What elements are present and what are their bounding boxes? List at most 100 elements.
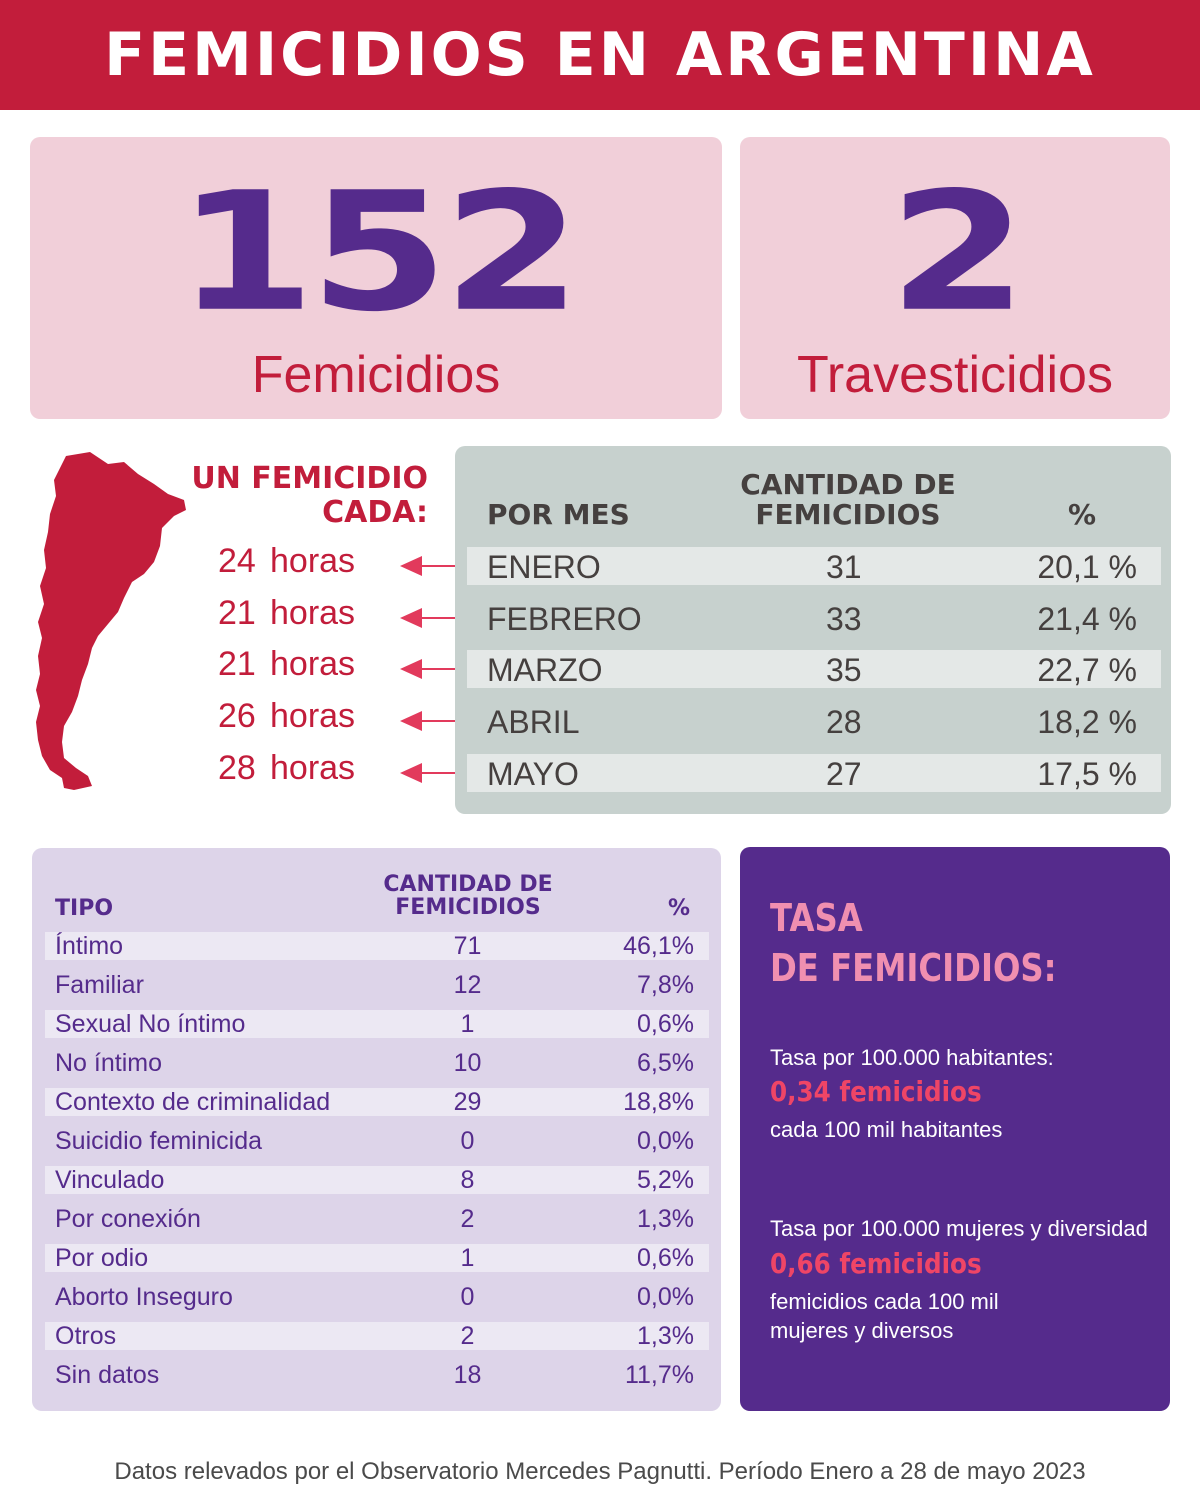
type-count: 1 <box>460 1010 475 1038</box>
type-count: 1 <box>460 1244 475 1272</box>
hours-unit: horas <box>270 749 356 787</box>
month-count: 28 <box>826 704 862 740</box>
type-row: No íntimo 10 6,5% <box>45 1049 709 1077</box>
month-name: MAYO <box>487 756 579 792</box>
type-pct: 0,0% <box>637 1283 694 1311</box>
hours-value: 24 <box>218 542 256 580</box>
type-name: Por conexión <box>55 1205 201 1233</box>
type-count: 2 <box>460 1205 475 1233</box>
type-name: Contexto de criminalidad <box>55 1088 331 1116</box>
page-title: FEMICIDIOS EN ARGENTINA <box>104 20 1096 90</box>
month-row: MARZO 35 22,7 % <box>467 650 1161 688</box>
month-column-header: POR MES <box>487 498 630 531</box>
type-count-column-header: CANTIDAD DE FEMICIDIOS <box>372 873 564 919</box>
frequency-item: 28 horas <box>218 749 378 788</box>
rate-desc-mujeres-line2: mujeres y diversos <box>770 1318 954 1343</box>
frequency-item: 24 horas <box>218 542 378 581</box>
type-name: Vinculado <box>55 1166 165 1194</box>
type-pct: 6,5% <box>637 1049 694 1077</box>
travesticidios-total-card: 2 Travesticidios <box>740 137 1170 419</box>
arrow-left-icon <box>400 608 476 628</box>
type-row: Sin datos 18 11,7% <box>45 1361 709 1389</box>
type-pct: 0,0% <box>637 1127 694 1155</box>
month-count: 31 <box>826 549 862 585</box>
arrow-left-icon <box>400 659 476 679</box>
type-row: Familiar 12 7,8% <box>45 971 709 999</box>
month-pct: 22,7 % <box>1037 652 1137 688</box>
rate-value-habitantes: 0,34 femicidios <box>770 1075 982 1108</box>
type-count: 2 <box>460 1322 475 1350</box>
count-header-line1: CANTIDAD DE <box>740 468 956 501</box>
source-footnote: Datos relevados por el Observatorio Merc… <box>114 1458 1086 1485</box>
rate-desc-mujeres-line1: femicidios cada 100 mil <box>770 1289 999 1314</box>
rate-value-mujeres: 0,66 femicidios <box>770 1247 982 1280</box>
type-row: Otros 2 1,3% <box>45 1322 709 1350</box>
type-name: Sexual No íntimo <box>55 1010 246 1038</box>
type-row: Íntimo 71 46,1% <box>45 932 709 960</box>
frequency-title-line2: CADA: <box>322 495 428 530</box>
type-count: 12 <box>453 971 482 999</box>
type-name: Sin datos <box>55 1361 160 1389</box>
header-banner: FEMICIDIOS EN ARGENTINA <box>0 0 1200 110</box>
type-pct: 7,8% <box>637 971 694 999</box>
rate-title-line1: TASA <box>770 896 863 940</box>
type-name: Otros <box>55 1322 117 1350</box>
month-pct: 17,5 % <box>1037 756 1137 792</box>
frequency-item: 26 horas <box>218 697 378 736</box>
count-column-header: CANTIDAD DE FEMICIDIOS <box>722 470 974 530</box>
femicidios-count: 152 <box>176 157 581 349</box>
type-pct-column-header: % <box>668 896 691 921</box>
rate-desc-habitantes: cada 100 mil habitantes <box>770 1117 1003 1142</box>
type-count: 8 <box>460 1166 475 1194</box>
type-count-header-line1: CANTIDAD DE <box>383 872 553 897</box>
type-name: Aborto Inseguro <box>55 1283 233 1311</box>
argentina-map-icon <box>36 452 186 790</box>
type-count-header-line2: FEMICIDIOS <box>395 895 541 920</box>
hours-unit: horas <box>270 645 356 683</box>
rate-title-line2: DE FEMICIDIOS: <box>770 946 1057 990</box>
type-name: Íntimo <box>55 932 124 960</box>
month-count: 27 <box>826 756 862 792</box>
type-row: Aborto Inseguro 0 0,0% <box>45 1283 709 1311</box>
type-name: Por odio <box>55 1244 149 1272</box>
month-name: MARZO <box>487 652 603 688</box>
arrow-left-icon <box>400 556 476 576</box>
rate-title: TASA DE FEMICIDIOS: <box>770 893 1057 993</box>
month-pct: 18,2 % <box>1037 704 1137 740</box>
month-count: 35 <box>826 652 862 688</box>
hours-value: 26 <box>218 697 256 735</box>
month-row: FEBRERO 33 21,4 % <box>467 599 1161 637</box>
rate-panel: TASA DE FEMICIDIOS: Tasa por 100.000 hab… <box>740 847 1170 1411</box>
month-row: ENERO 31 20,1 % <box>467 547 1161 585</box>
monthly-table-panel <box>455 446 1171 814</box>
type-count: 0 <box>460 1283 475 1311</box>
hours-unit: horas <box>270 542 356 580</box>
type-pct: 1,3% <box>637 1205 694 1233</box>
type-row: Por conexión 2 1,3% <box>45 1205 709 1233</box>
month-name: ABRIL <box>487 704 580 740</box>
type-pct: 1,3% <box>637 1322 694 1350</box>
arrow-left-icon <box>400 711 476 731</box>
type-count: 10 <box>453 1049 482 1077</box>
type-count: 18 <box>453 1361 482 1389</box>
type-name: Suicidio feminicida <box>55 1127 263 1155</box>
hours-value: 21 <box>218 645 256 683</box>
type-pct: 46,1% <box>623 932 694 960</box>
type-count: 29 <box>453 1088 482 1116</box>
type-pct: 18,8% <box>623 1088 694 1116</box>
type-count: 71 <box>453 932 482 960</box>
arrow-left-icon <box>400 763 476 783</box>
hours-unit: horas <box>270 697 356 735</box>
month-pct: 21,4 % <box>1037 601 1137 637</box>
rate-intro-habitantes: Tasa por 100.000 habitantes: <box>770 1045 1054 1070</box>
type-column-header: TIPO <box>55 896 114 921</box>
type-row: Sexual No íntimo 1 0,6% <box>45 1010 709 1038</box>
hours-value: 21 <box>218 594 256 632</box>
type-pct: 5,2% <box>637 1166 694 1194</box>
hours-unit: horas <box>270 594 356 632</box>
month-name: ENERO <box>487 549 601 585</box>
month-name: FEBRERO <box>487 601 642 637</box>
month-pct: 20,1 % <box>1037 549 1137 585</box>
type-count: 0 <box>460 1127 475 1155</box>
hours-value: 28 <box>218 749 256 787</box>
